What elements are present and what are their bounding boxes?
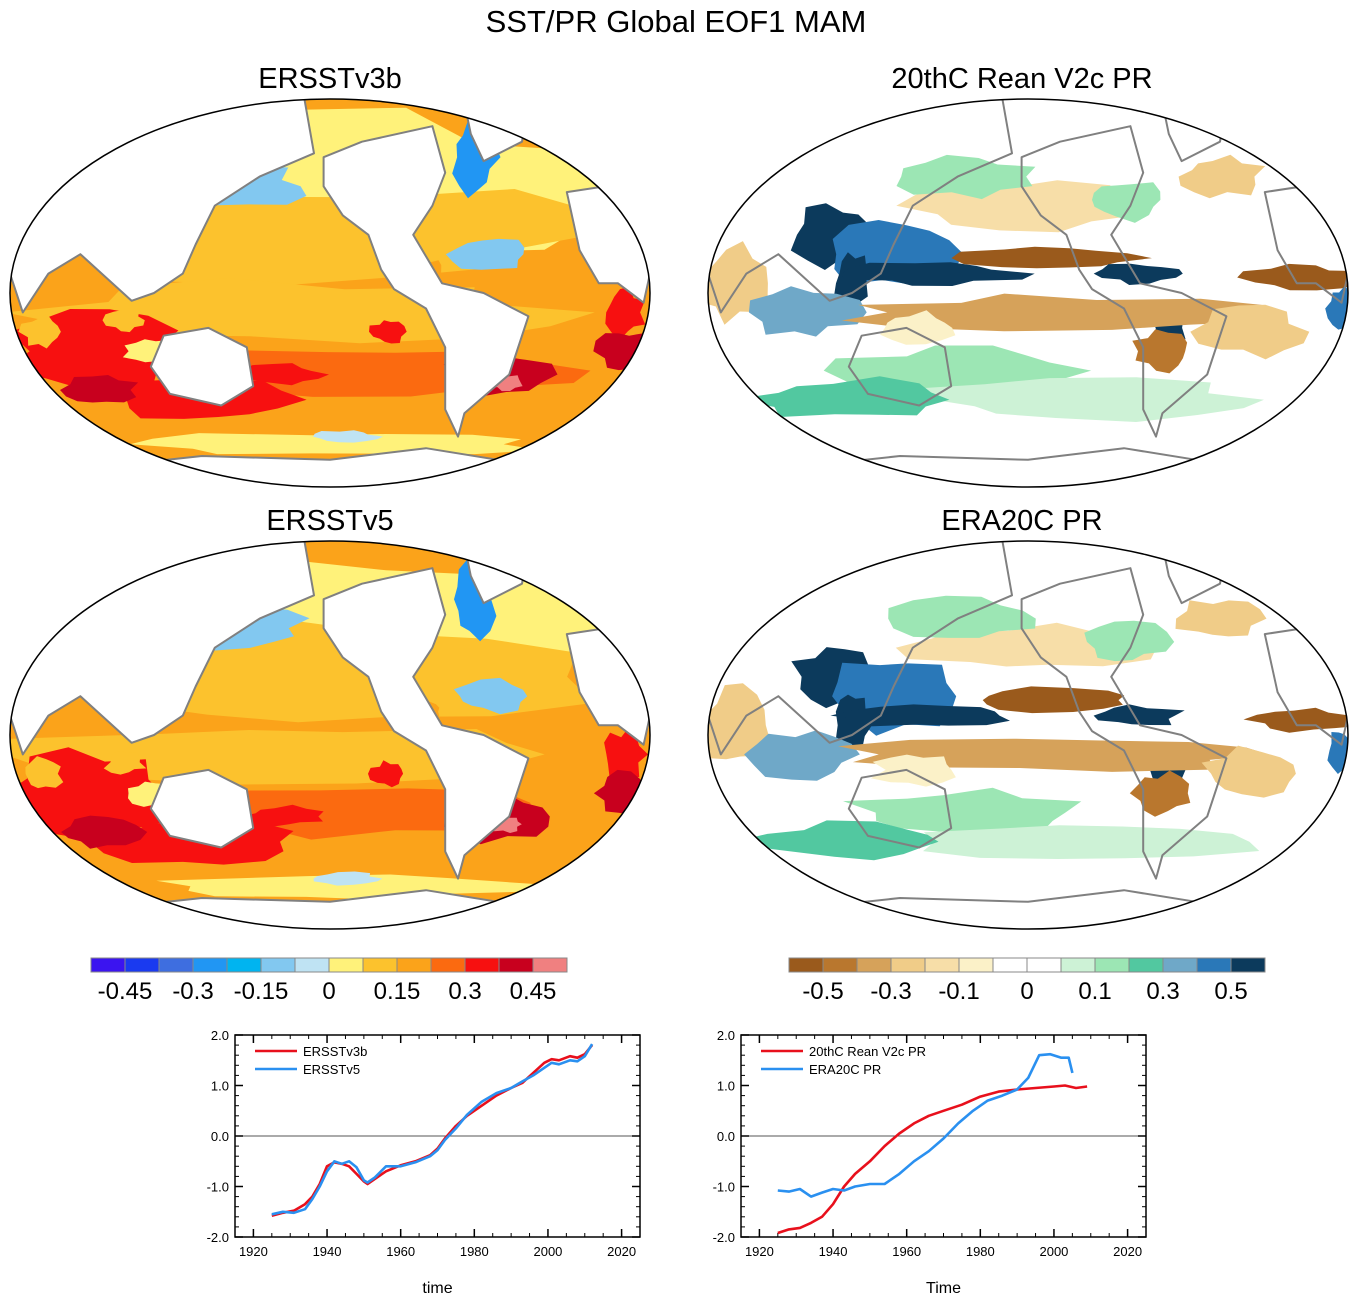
series-line-era20c-pr [777,1052,1074,1198]
colorbar-label: 0.45 [510,978,557,1005]
y-tick-label: 1.0 [211,1079,229,1094]
y-tick-label: 0.0 [211,1129,229,1144]
colorbar-label: -0.3 [870,978,911,1005]
map-20thc-rean-pr [707,98,1349,488]
colorbar-swatch [1230,957,1266,973]
colorbar-label: 0.15 [374,978,421,1005]
colorbar-swatch [158,957,194,973]
x-tick-label: 2000 [533,1244,562,1259]
colorbar-swatch [328,957,364,973]
x-tick-label: 1960 [386,1244,415,1259]
colorbar-swatch [1128,957,1164,973]
colorbar-label: 0 [1020,978,1033,1005]
x-tick-label: 1920 [239,1244,268,1259]
series-line-ersstv5 [271,1043,594,1216]
colorbar-swatch [1196,957,1232,973]
timeseries-sst: 2.0 1.0 0.0 -1.0 -2.0 1920 1940 1960 1980 2000 202… [207,1028,641,1297]
x-tick-label: 1980 [460,1244,489,1259]
map-title-ersstv5: ERSSTv5 [266,505,394,537]
figure-title: SST/PR Global EOF1 MAM [485,4,867,39]
y-tick-label: 2.0 [211,1028,229,1043]
x-tick-label: 1940 [819,1244,848,1259]
colorbar-label: -0.5 [802,978,843,1005]
colorbar-label: 0 [322,978,335,1005]
colorbar-label: -0.45 [98,978,153,1005]
colorbar-swatch [1094,957,1130,973]
timeseries-pr: 2.0 1.0 0.0 -1.0 -2.0 1920 1940 1960 1980 2000 202… [713,1028,1147,1297]
map-title-ersstv3b: ERSSTv3b [258,63,402,95]
colorbar-swatch [124,957,160,973]
series-line-20thc-rean-v2c-pr [777,1084,1088,1235]
colorbar-swatch [788,957,824,973]
colorbar-swatch [958,957,994,973]
colorbar-pr: -0.5 -0.3 -0.1 0 0.1 0.3 0.5 [788,957,1266,1005]
colorbar-swatch [498,957,534,973]
y-tick-label: 0.0 [717,1129,735,1144]
y-tick-label: -2.0 [207,1230,229,1245]
colorbar-swatch [260,957,296,973]
y-tick-label: 2.0 [717,1028,735,1043]
legend-label: ERSSTv5 [303,1062,360,1077]
colorbar-swatch [890,957,926,973]
colorbar-label: -0.15 [234,978,289,1005]
colorbar-swatch [464,957,500,973]
x-tick-label: 1920 [745,1244,774,1259]
x-axis-label: time [422,1280,452,1297]
colorbar-label: -0.1 [938,978,979,1005]
x-axis-label: Time [926,1280,961,1297]
colorbar-swatch [924,957,960,973]
y-tick-label: -2.0 [713,1230,735,1245]
map-title-era20c: ERA20C PR [941,505,1103,537]
colorbar-swatch [396,957,432,973]
colorbar-sst: -0.45 -0.3 -0.15 0 0.15 0.3 0.45 [90,957,568,1005]
map-ersstv5 [9,540,651,930]
y-tick-label: -1.0 [207,1180,229,1195]
colorbar-swatch [1162,957,1198,973]
colorbar-swatch [192,957,228,973]
colorbar-swatch [822,957,858,973]
x-tick-label: 2020 [1113,1244,1142,1259]
colorbar-swatch [226,957,262,973]
colorbar-swatch [992,957,1028,973]
colorbar-label: 0.1 [1078,978,1111,1005]
map-era20c-pr [707,540,1349,930]
map-title-20thc-rean: 20thC Rean V2c PR [891,63,1153,95]
x-tick-label: 1960 [892,1244,921,1259]
y-tick-label: 1.0 [717,1079,735,1094]
colorbar-swatch [856,957,892,973]
y-tick-label: -1.0 [713,1180,735,1195]
colorbar-label: 0.5 [1214,978,1247,1005]
x-tick-label: 2000 [1039,1244,1068,1259]
colorbar-swatch [1026,957,1062,973]
colorbar-label: 0.3 [448,978,481,1005]
x-tick-label: 1980 [966,1244,995,1259]
colorbar-label: -0.3 [172,978,213,1005]
colorbar-swatch [430,957,466,973]
colorbar-swatch [1060,957,1096,973]
x-tick-label: 2020 [607,1244,636,1259]
legend-label: 20thC Rean V2c PR [809,1044,926,1059]
x-tick-label: 1940 [313,1244,342,1259]
colorbar-swatch [90,957,126,973]
colorbar-label: 0.3 [1146,978,1179,1005]
legend-label: ERA20C PR [809,1062,881,1077]
map-ersstv3b [9,98,651,488]
colorbar-swatch [294,957,330,973]
colorbar-swatch [362,957,398,973]
colorbar-swatch [532,957,568,973]
legend-label: ERSSTv3b [303,1044,367,1059]
